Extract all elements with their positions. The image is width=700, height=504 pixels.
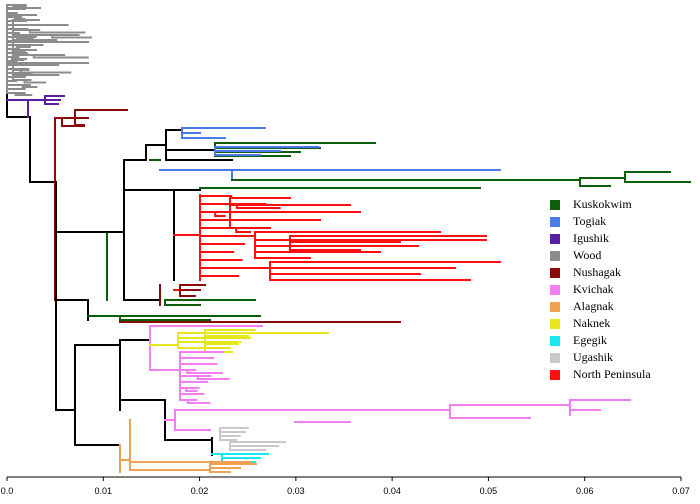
legend-label: Kuskokwim: [573, 197, 632, 211]
legend-label: Kvichak: [573, 282, 614, 296]
legend-label: Igushik: [573, 231, 609, 245]
legend-swatch: [550, 284, 560, 295]
legend-label: Wood: [573, 248, 602, 262]
axis-tick-label: 0.05: [480, 486, 498, 496]
legend-swatch: [550, 199, 560, 210]
legend-item: Alagnak: [550, 298, 695, 315]
legend-label: North Peninsula: [573, 367, 651, 381]
legend-label: Egegik: [573, 333, 607, 347]
legend-item: Togiak: [550, 213, 695, 230]
legend-item: Igushik: [550, 230, 695, 247]
axis-tick-label: 0.03: [287, 486, 305, 496]
legend-swatch: [550, 369, 560, 380]
legend-item: Kuskokwim: [550, 196, 695, 213]
legend-item: Ugashik: [550, 349, 695, 366]
legend-swatch: [550, 250, 560, 261]
legend-label: Togiak: [573, 214, 607, 228]
axis-tick-label: 0.01: [95, 486, 113, 496]
distance-axis: [6, 476, 682, 481]
axis-tick-label: 0.0: [1, 486, 14, 496]
legend-item: Kvichak: [550, 281, 695, 298]
distance-axis-labels: 0.0 0.01 0.02 0.03 0.04 0.05 0.06 0.07: [1, 486, 690, 496]
legend-label: Alagnak: [573, 299, 614, 313]
legend-swatch: [550, 318, 560, 329]
legend-item: Nushagak: [550, 264, 695, 281]
legend-swatch: [550, 267, 560, 278]
axis-tick-label: 0.06: [576, 486, 594, 496]
population-legend: Kuskokwim Togiak Igushik Wood Nushagak Kvicha…: [550, 196, 695, 383]
axis-tick-label: 0.04: [383, 486, 401, 496]
legend-swatch: [550, 233, 560, 244]
axis-tick-label: 0.07: [672, 486, 690, 496]
legend-item: North Peninsula: [550, 366, 695, 383]
legend-item: Egegik: [550, 332, 695, 349]
tree-branches: [6, 4, 691, 473]
legend-label: Naknek: [573, 316, 611, 330]
legend-item: Naknek: [550, 315, 695, 332]
legend-label: Nushagak: [573, 265, 621, 279]
axis-tick-label: 0.02: [191, 486, 209, 496]
legend-swatch: [550, 216, 560, 227]
legend-item: Wood: [550, 247, 695, 264]
legend-label: Ugashik: [573, 350, 613, 364]
legend-swatch: [550, 301, 560, 312]
legend-swatch: [550, 335, 560, 346]
legend-swatch: [550, 352, 560, 363]
